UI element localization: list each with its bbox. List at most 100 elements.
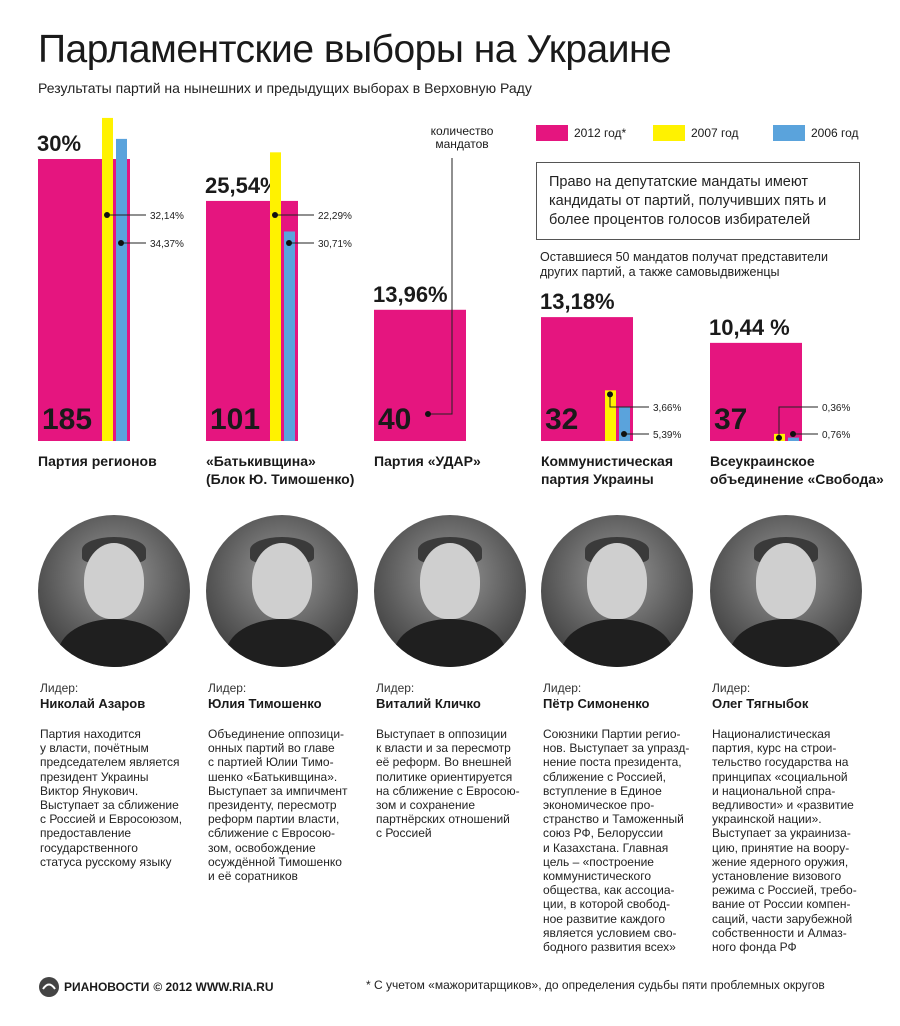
callout-dot-a-1 [272,212,278,218]
legend-swatch-2007 [653,125,685,141]
leader-photo-0 [38,515,190,667]
description-line: Виктор Янукович. [40,783,139,798]
description-line: к власти и за пересмотр [376,741,511,756]
description-line: государственного [40,840,138,855]
party-name-2: Партия «УДАР» [374,452,481,470]
bar-2012-label-1: 25,54% [205,173,280,198]
bar-2006-3 [619,406,630,441]
party-name-line: «Батькивщина» [206,453,316,469]
description-line: статуса русскому языку [40,854,172,869]
bar-2012-3 [541,317,633,441]
description-line: цию, принятие на воору- [712,840,850,855]
description-line: партнёрских отношений [376,812,510,827]
party-name-line: Коммунистическая [541,453,674,469]
description-line: её реформ. Во внешней [376,755,512,770]
description-line: вание от России компен- [712,897,851,912]
bar-2007-label-4: 0,76% [822,430,850,441]
bar-2007-3 [605,390,616,441]
description-line: коммунистического [543,869,651,884]
description-line: и её соратников [208,869,298,884]
description-line: принципах «социальной [712,769,848,784]
photo-face [420,543,480,619]
mandate-pointer-dot [425,411,431,417]
callout-dot-a-4 [776,434,782,441]
mandate-count-3: 32 [545,403,578,436]
description-line: режима с Россией, требо- [712,883,857,898]
bar-2012-label-2: 13,96% [373,282,448,307]
description-line: Националистическая [712,727,831,741]
party-name-line: объединение «Свобода» [710,471,884,487]
leader-label-4: Лидер: [712,681,751,695]
description-line: является условием сво- [543,925,677,940]
bar-2012-1 [206,200,298,441]
description-line: союз РФ, Белоруссии [543,826,664,841]
bar-2012-2 [374,309,466,441]
bar-2012-4 [710,342,802,441]
bar-2007-label-0: 34,37% [150,239,184,250]
mandate-count-0: 185 [42,403,92,436]
bar-2006-1 [284,231,295,441]
description-line: установление визового [712,869,842,884]
description-line: жение ядерного оружия, [712,854,849,869]
party-name-4: Всеукраинское объединение «Свобода» [710,452,884,488]
page-title: Парламентские выборы на Украине [38,28,672,71]
photo-body [394,619,506,667]
description-line: ведливости» и «развитие [712,798,854,813]
bar-2012-label-0: 30% [37,131,81,156]
leader-photo-2 [374,515,526,667]
photo-body [58,619,170,667]
description-line: вступление в Единое [543,783,662,798]
description-line: экономическое про- [543,798,655,813]
party-name-line: Партия «УДАР» [374,453,481,469]
description-line: политике ориентируется [376,769,513,784]
callout-dot-b-3 [621,431,627,437]
description-line: ного фонда РФ [712,940,797,955]
description-line: бодного развития всех» [543,940,676,955]
description-line: нение поста президента, [543,755,682,770]
description-line: Союзники Партии регио- [543,727,681,741]
description-line: ции, в которой свобод- [543,897,671,912]
description-line: зом и сохранение [376,798,475,813]
bar-2006-label-1: 22,29% [318,211,352,222]
photo-face [587,543,647,619]
callout-dot-b-0 [118,240,124,246]
description-line: украинской нации». [712,812,822,827]
description-line: с Россией [376,826,432,841]
bar-2006-0 [116,138,127,441]
description-line: сближение с Евросою- [208,826,335,841]
legend-label-2007: 2007 год [691,126,739,140]
note-box: Право на депутатские мандаты имеют канди… [536,162,860,240]
mandate-pointer-line [428,158,453,415]
bar-2012-label-4: 10,44 % [709,315,790,340]
bar-2007-0 [102,117,113,441]
photo-body [226,619,338,667]
party-name-1: «Батькивщина» (Блок Ю. Тимошенко) [206,452,354,488]
photo-body [561,619,673,667]
description-line: шенко «Батькивщина». [208,769,338,784]
footer-brand: РИАНОВОСТИ © 2012 WWW.RIA.RU [38,976,274,998]
description-line: онных партий во главе [208,741,335,756]
bar-2012-0 [38,159,130,441]
party-name-line: (Блок Ю. Тимошенко) [206,471,355,487]
party-description-1: Объединение оппозици-онных партий во гла… [208,727,358,883]
leader-name-0: Николай Азаров [40,696,146,711]
leader-photo-1 [206,515,358,667]
legend-swatch-2006 [773,125,805,141]
party-name-line: партия Украины [541,471,654,487]
description-line: на сближение с Евросою- [376,783,520,798]
description-line: и Казахстана. Главная [543,840,669,855]
footer-copyright: © 2012 WWW.RIA.RU [153,980,274,994]
leader-photo-4 [710,515,862,667]
mandate-count-4: 37 [714,403,747,436]
callout-line-a-3 [609,394,649,408]
party-description-2: Выступает в оппозиции к власти и за перес… [376,727,526,841]
description-line: президент Украины [40,769,149,784]
footer-brand-name: РИАНОВОСТИ [64,980,150,994]
photo-face [756,543,816,619]
bar-2007-label-1: 30,71% [318,239,352,250]
bar-2006-label-4: 0,36% [822,403,850,414]
photo-body [730,619,842,667]
ria-logo-icon [39,977,59,997]
description-line: Партия находится [40,727,141,741]
bar-2007-1 [270,152,281,442]
